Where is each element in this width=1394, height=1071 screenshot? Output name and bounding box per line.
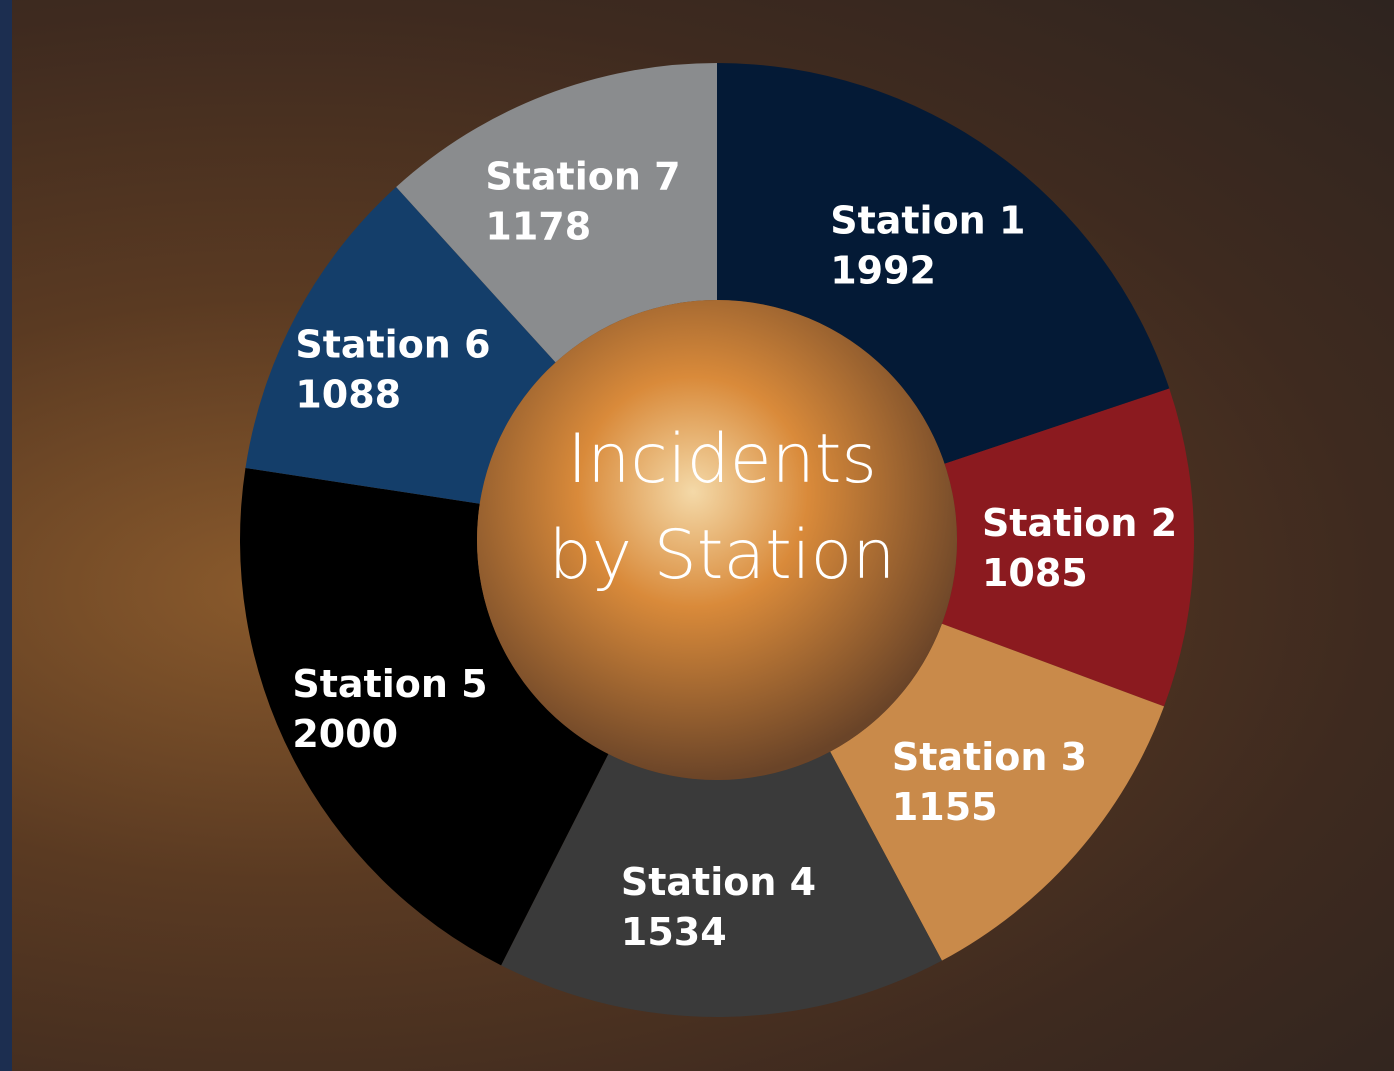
center-image: [477, 300, 957, 780]
slice-value: 1088: [295, 372, 401, 416]
slice-label: Station 6: [295, 322, 490, 366]
slice: [501, 751, 942, 1017]
slice-value: 1155: [892, 785, 998, 829]
chart-title: Incidents by Station: [548, 420, 896, 595]
slice-value: 1534: [621, 910, 727, 954]
slice: [830, 623, 1165, 961]
slice-value: 1085: [982, 551, 1088, 595]
slice: [239, 467, 609, 966]
slice-value: 1992: [830, 249, 936, 293]
slice-value: 1178: [485, 205, 591, 249]
slice-label: Station 2: [982, 501, 1177, 545]
slice-value: 2000: [292, 712, 398, 756]
slice-label: Station 7: [485, 155, 680, 199]
slice: [396, 62, 717, 363]
side-strip: [0, 0, 12, 1071]
slice: [245, 187, 556, 504]
slice: [941, 388, 1194, 707]
slice: [717, 63, 1170, 464]
slice-label: Station 3: [892, 735, 1087, 779]
slice-label: Station 5: [292, 662, 487, 706]
slice-label: Station 1: [830, 199, 1025, 243]
slice-label: Station 4: [621, 860, 816, 904]
